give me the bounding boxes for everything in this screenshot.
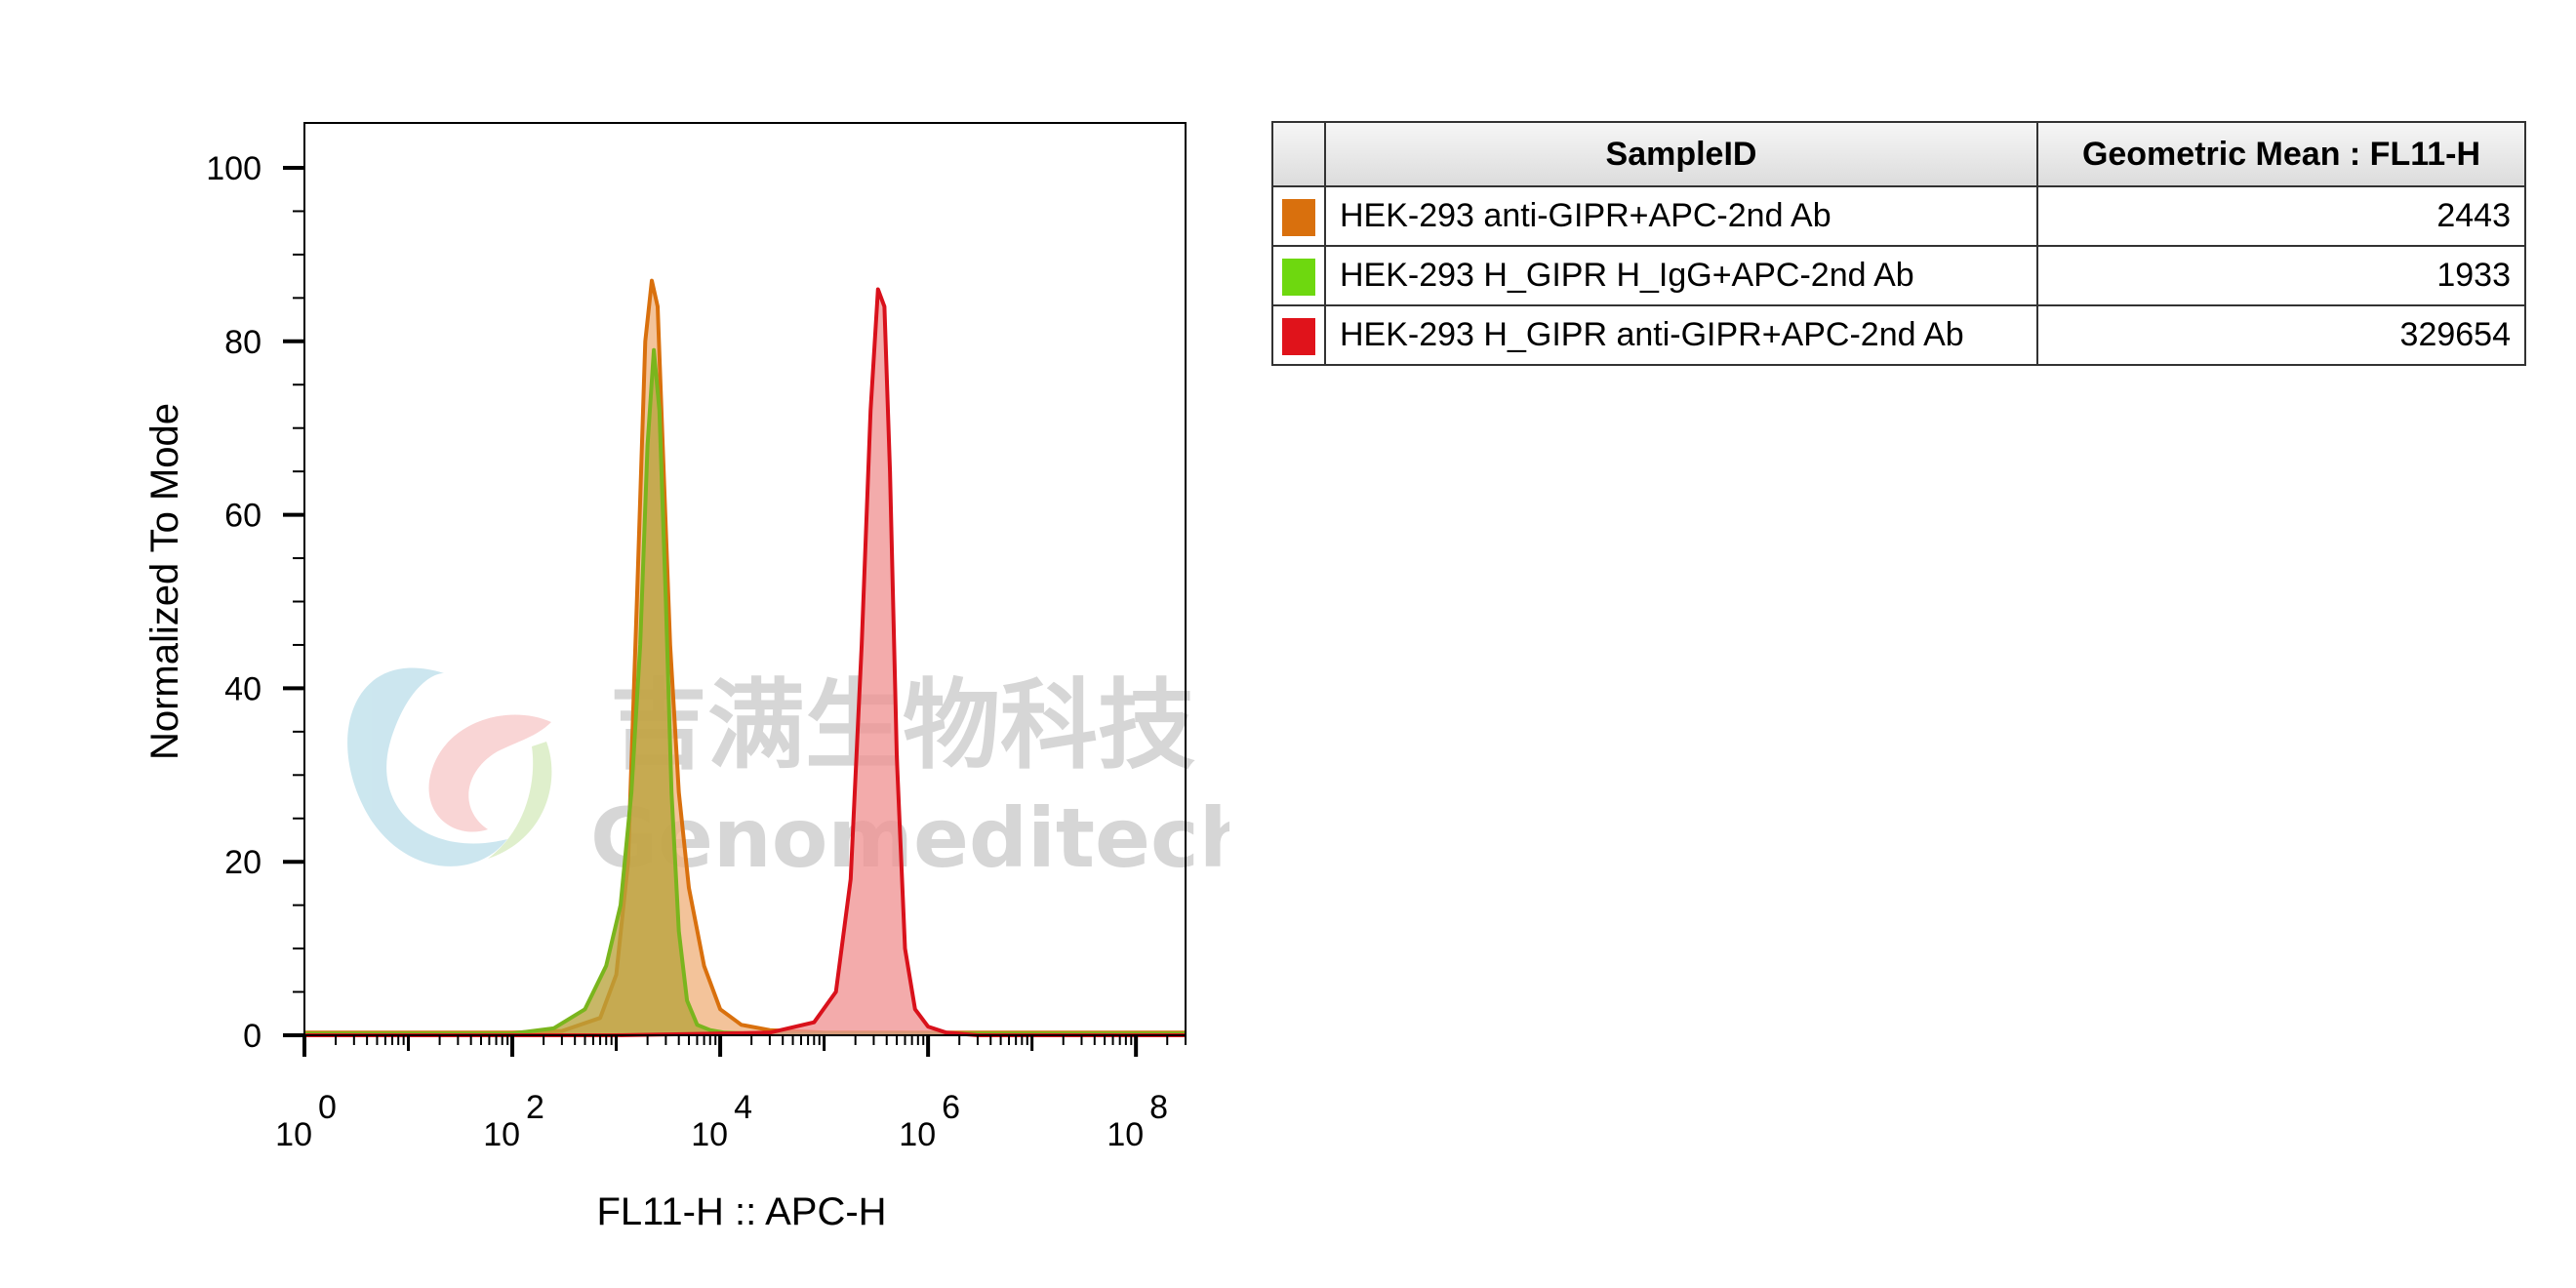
y-tick-label: 80 — [224, 324, 262, 361]
geo-mean-cell: 329654 — [2036, 304, 2526, 366]
table-row: HEK-293 H_GIPR H_IgG+APC-2nd Ab 1933 — [1271, 245, 2526, 306]
x-tick-exponent: 0 — [318, 1089, 337, 1126]
color-swatch — [1282, 317, 1315, 355]
series-line-0 — [304, 278, 1186, 1035]
y-tick-label: 40 — [224, 670, 262, 707]
plot-frame — [303, 122, 1187, 1036]
x-tick-label: 10 — [691, 1116, 728, 1153]
watermark-cn: 吉满生物科技 — [610, 668, 1195, 783]
x-tick-label: 10 — [483, 1116, 520, 1153]
watermark-en: Genomeditech — [590, 790, 1229, 886]
x-tick-exponent: 4 — [734, 1089, 752, 1126]
color-swatch — [1282, 258, 1315, 296]
table-row: HEK-293 H_GIPR anti-GIPR+APC-2nd Ab 3296… — [1271, 304, 2526, 366]
y-axis-title: Normalized To Mode — [143, 403, 186, 760]
series-fill-2 — [304, 289, 1186, 1035]
x-tick-label: 10 — [275, 1116, 312, 1153]
y-axis: 0 20 40 60 80 100 — [206, 150, 304, 1055]
table-row: HEK-293 anti-GIPR+APC-2nd Ab 2443 — [1271, 185, 2526, 247]
header-sample-id: SampleID — [1324, 121, 2038, 187]
series-line-2 — [304, 287, 1186, 1037]
geo-mean-cell: 1933 — [2036, 245, 2526, 306]
watermark-logo — [347, 667, 552, 866]
series-fill-0 — [304, 280, 1186, 1036]
x-tick-label: 10 — [899, 1116, 936, 1153]
x-axis-title: FL11-H :: APC-H — [596, 1190, 886, 1233]
sample-id-cell: HEK-293 H_GIPR anti-GIPR+APC-2nd Ab — [1324, 304, 2038, 366]
geo-mean-cell: 2443 — [2036, 185, 2526, 247]
y-tick-label: 60 — [224, 498, 262, 535]
header-geo-mean: Geometric Mean : FL11-H — [2036, 121, 2526, 187]
header-swatch — [1271, 121, 1326, 187]
x-tick-exponent: 8 — [1149, 1089, 1168, 1126]
x-tick-exponent: 6 — [942, 1089, 960, 1126]
x-tick-exponent: 2 — [526, 1089, 544, 1126]
stats-table: SampleID Geometric Mean : FL11-H HEK-293… — [1271, 121, 2526, 366]
color-swatch — [1282, 198, 1315, 236]
x-tick-label: 10 — [1107, 1116, 1144, 1153]
y-tick-label: 100 — [206, 150, 262, 187]
y-tick-label: 0 — [243, 1018, 262, 1055]
sample-id-cell: HEK-293 anti-GIPR+APC-2nd Ab — [1324, 185, 2038, 247]
series-layer — [304, 278, 1186, 1037]
sample-id-cell: HEK-293 H_GIPR H_IgG+APC-2nd Ab — [1324, 245, 2038, 306]
table-header-row: SampleID Geometric Mean : FL11-H — [1271, 121, 2526, 187]
y-tick-label: 20 — [224, 844, 262, 881]
